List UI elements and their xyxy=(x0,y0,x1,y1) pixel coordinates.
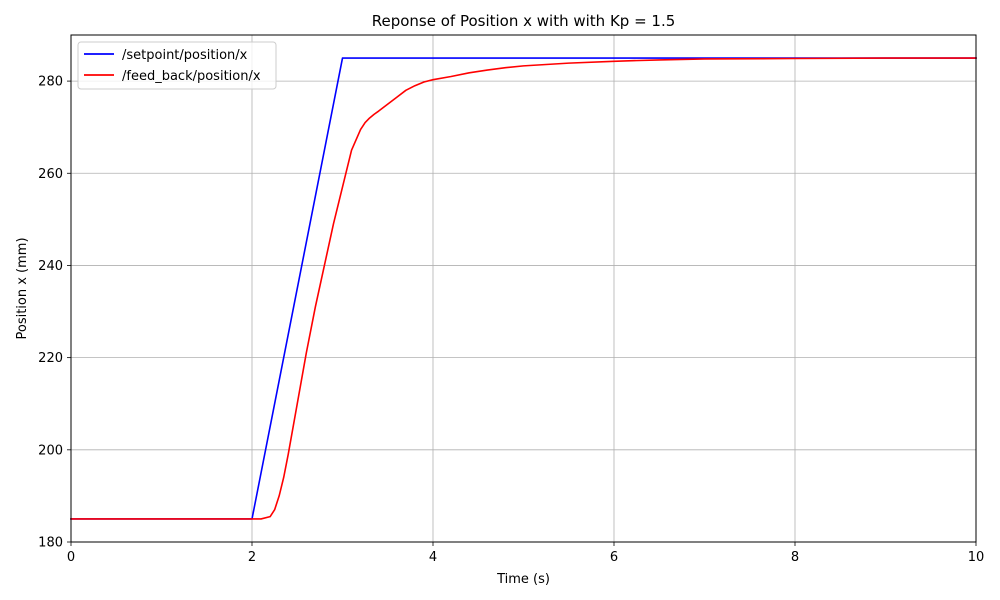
series-layer xyxy=(70,57,977,520)
x-tick-label: 4 xyxy=(429,550,437,565)
x-tick-label: 6 xyxy=(610,550,618,565)
chart-title: Reponse of Position x with with Kp = 1.5 xyxy=(372,12,676,30)
x-tick-label: 0 xyxy=(67,550,75,565)
y-tick-label: 240 xyxy=(38,259,63,274)
y-tick-label: 260 xyxy=(38,167,63,182)
legend: /setpoint/position/x /feed_back/position… xyxy=(77,41,277,90)
ticks: 0 2 4 6 8 10 180 200 220 240 260 280 xyxy=(38,75,984,565)
y-tick-label: 180 xyxy=(38,536,63,551)
legend-label-feedback: /feed_back/position/x xyxy=(122,69,261,84)
plot-frame xyxy=(70,34,977,543)
x-tick-label: 10 xyxy=(968,550,985,565)
legend-box xyxy=(77,41,277,90)
y-tick-label: 220 xyxy=(38,351,63,366)
x-axis-label: Time (s) xyxy=(496,572,550,587)
y-axis-label: Position x (mm) xyxy=(15,237,30,339)
x-tick-label: 2 xyxy=(248,550,256,565)
series-line-feedback xyxy=(70,57,977,520)
y-tick-label: 280 xyxy=(38,75,63,90)
x-tick-label: 8 xyxy=(791,550,799,565)
y-tick-label: 200 xyxy=(38,443,63,458)
legend-label-setpoint: /setpoint/position/x xyxy=(122,48,248,63)
